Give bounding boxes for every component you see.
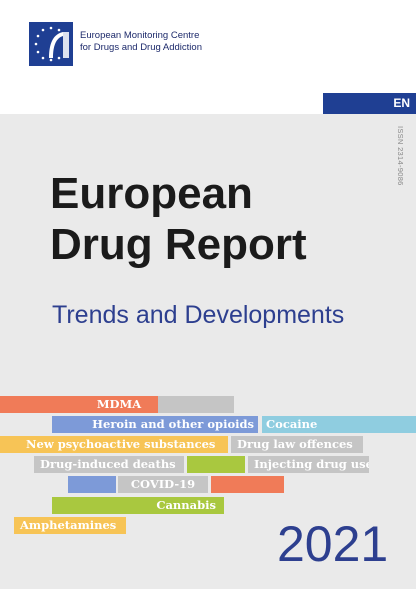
header: European Monitoring Centre for Drugs and…: [0, 0, 416, 114]
report-year: 2021: [277, 516, 389, 572]
report-subtitle: Trends and Developments: [52, 301, 345, 329]
topic-cocaine: Cocaine: [262, 416, 416, 433]
topic-mdma: MDMA: [80, 396, 158, 413]
language-tab: EN: [323, 93, 416, 114]
bar-decor-green-1: [187, 456, 245, 473]
emcdda-logo: [29, 22, 73, 66]
topic-cannabis: Cannabis: [112, 497, 224, 514]
topic-amphetamines: Amphetamines: [14, 517, 126, 534]
bar-decor-orange-top: [0, 396, 80, 413]
topic-covid: COVID-19: [118, 476, 208, 493]
topic-heroin: Heroin and other opioids: [80, 416, 258, 433]
issn-number: ISSN 2314-9086: [396, 126, 405, 186]
organisation-name-line1: European Monitoring Centre: [80, 30, 200, 41]
organisation-name: European Monitoring Centre for Drugs and…: [80, 30, 280, 54]
topic-injecting: Injecting drug use: [248, 456, 369, 473]
organisation-name-line2: for Drugs and Drug Addiction: [80, 42, 202, 53]
bar-decor-orange-2: [211, 476, 284, 493]
bar-decor-grey-top: [158, 396, 234, 413]
bar-decor-green-2: [52, 497, 112, 514]
language-code: EN: [393, 96, 410, 110]
report-title-line2: Drug Report: [50, 220, 307, 269]
bar-decor-blue-2: [68, 476, 116, 493]
report-title-line1: European: [50, 169, 253, 218]
topic-deaths: Drug-induced deaths: [34, 456, 184, 473]
topic-nps: New psychoactive substances: [0, 436, 228, 453]
topic-drug-law: Drug law offences: [231, 436, 363, 453]
report-title: European Drug Report: [50, 168, 307, 270]
bar-decor-blue-1: [52, 416, 80, 433]
